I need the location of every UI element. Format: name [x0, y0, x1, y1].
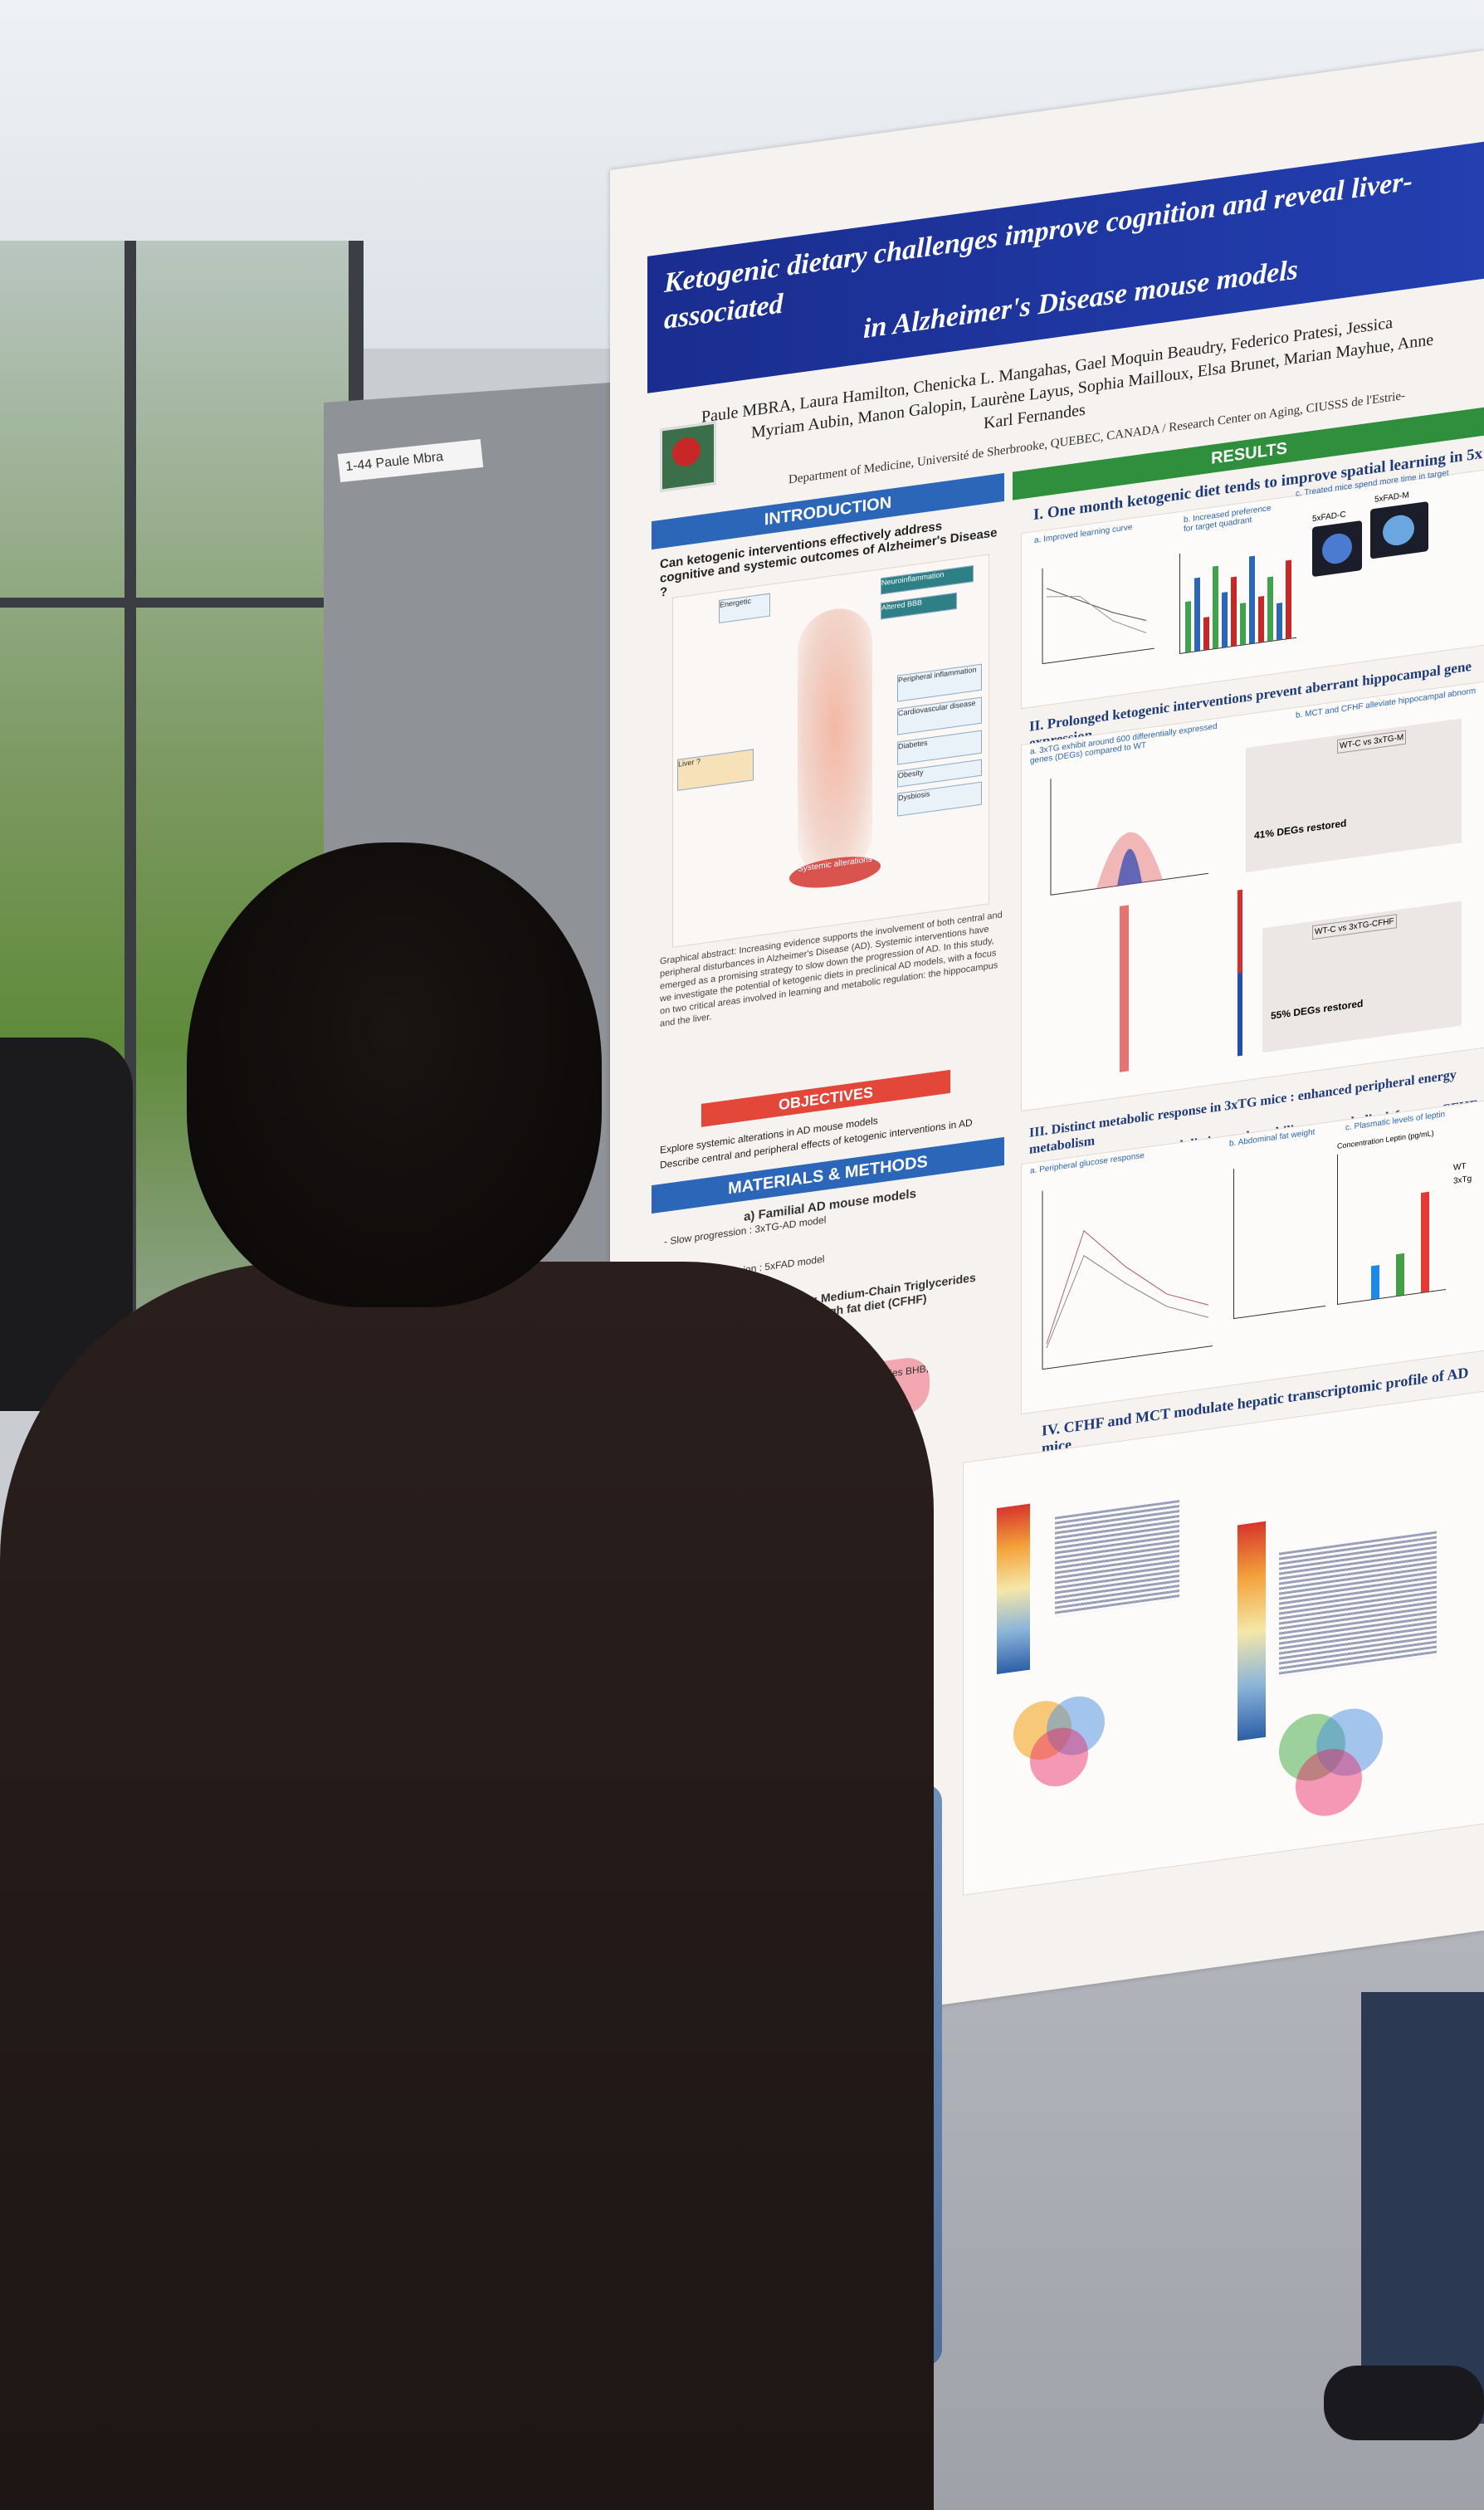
quadrant-bar: [1203, 617, 1209, 651]
results-section-I-panel: a. Improved learning curve b. Increased …: [1021, 469, 1484, 710]
axis-line: [1042, 1345, 1213, 1370]
maze-heatmap-icon: [1322, 531, 1352, 566]
restored-degs-plot-2: 55% DEGs restored WT-C vs 3xTG-CFHF: [1262, 901, 1462, 1053]
group-label: 5xFAD-M: [1374, 491, 1409, 505]
results-section-III-panel: a. Peripheral glucose response b. Abdomi…: [1021, 1100, 1484, 1415]
series-line: [1046, 1255, 1209, 1349]
fat-weight-chart: [1233, 1155, 1325, 1320]
quadrant-bar: [1277, 603, 1282, 641]
diabetes-label: Diabetes: [897, 730, 982, 765]
legend-item: 3xTg: [1453, 1174, 1472, 1186]
quadrant-bar: [1222, 592, 1228, 648]
group-label: 5xFAD-C: [1312, 510, 1346, 525]
maze-heatmap-icon: [1383, 513, 1414, 548]
quadrant-bar: [1286, 559, 1291, 639]
volcano-plot: [1050, 779, 1208, 896]
up-down-arrow-icon: [1237, 889, 1242, 1057]
graphical-abstract-figure: Energetic Neuroinflammation Altered BBB …: [672, 554, 989, 948]
series-line: [1046, 595, 1147, 633]
results-section-IV-panel: [963, 1390, 1484, 1896]
logo-icon: [672, 436, 701, 468]
quadrant-bar: [1258, 596, 1264, 643]
person-right-legs: [1361, 1992, 1484, 2424]
series-line: [1046, 588, 1147, 622]
leptin-chart: [1337, 1140, 1446, 1306]
comparison-label: WT-C vs 3xTG-M: [1337, 730, 1407, 754]
energetic-label: Energetic: [719, 593, 770, 624]
dysbiosis-label: Dysbiosis: [897, 781, 982, 817]
leptin-bar: [1421, 1191, 1429, 1293]
research-poster: Ketogenic dietary challenges improve cog…: [610, 50, 1484, 2051]
peripheral-inflammation-label: Peripheral inflammation: [897, 663, 982, 702]
restored-degs-plot-1: 41% DEGs restored WT-C vs 3xTG-M: [1246, 718, 1462, 873]
legend-item: WT: [1453, 1161, 1467, 1173]
window-mullion: [0, 598, 349, 608]
restored-label: 55% DEGs restored: [1271, 997, 1364, 1022]
glucose-response-chart: [1042, 1190, 1213, 1370]
gene-ontology-lollipop: [1047, 891, 1229, 1082]
go-bar-plot: [1055, 1500, 1179, 1617]
quadrant-preference-chart: [1179, 537, 1296, 655]
leptin-bar: [1371, 1265, 1379, 1300]
altered-bbb-label: Altered BBB: [881, 592, 957, 620]
cardiovascular-label: Cardiovascular disease: [897, 696, 982, 735]
results-section-II-panel: a. 3xTG exhibit around 600 differentiall…: [1021, 681, 1484, 1112]
quadrant-bar: [1240, 603, 1246, 646]
learning-curve-chart: [1042, 568, 1154, 665]
woman-head-braids: [187, 842, 602, 1307]
human-body-illustration: [798, 603, 872, 881]
quadrant-bar: [1185, 601, 1191, 653]
maze-image-5xfad-c: [1312, 520, 1362, 578]
woman-viewing-poster: [0, 1262, 934, 2510]
series-line: [1046, 1229, 1209, 1345]
quadrant-bar: [1267, 576, 1273, 642]
leptin-bar: [1396, 1253, 1404, 1297]
maze-image-5xfad-m: [1370, 501, 1428, 559]
comparison-label: WT-C vs 3xTG-CFHF: [1312, 914, 1397, 940]
heatmap: [1237, 1521, 1266, 1741]
quadrant-bar: [1213, 565, 1218, 649]
quadrant-bar: [1249, 555, 1255, 644]
quadrant-bar: [1194, 577, 1200, 652]
liver-label: Liver ?: [677, 749, 754, 791]
axis-line: [1042, 647, 1154, 665]
neuroinflammation-label: Neuroinflammation: [881, 565, 974, 595]
restored-label: 41% DEGs restored: [1254, 817, 1347, 842]
person-right-shoe: [1324, 2366, 1484, 2440]
panel-caption: a. Improved learning curve: [1034, 522, 1133, 546]
volcano-core: [1117, 848, 1142, 886]
quadrant-bar: [1231, 576, 1237, 647]
heatmap: [997, 1503, 1030, 1675]
panel-caption: b. Increased preference for target quadr…: [1184, 503, 1272, 535]
go-bar-plot: [1279, 1531, 1437, 1677]
